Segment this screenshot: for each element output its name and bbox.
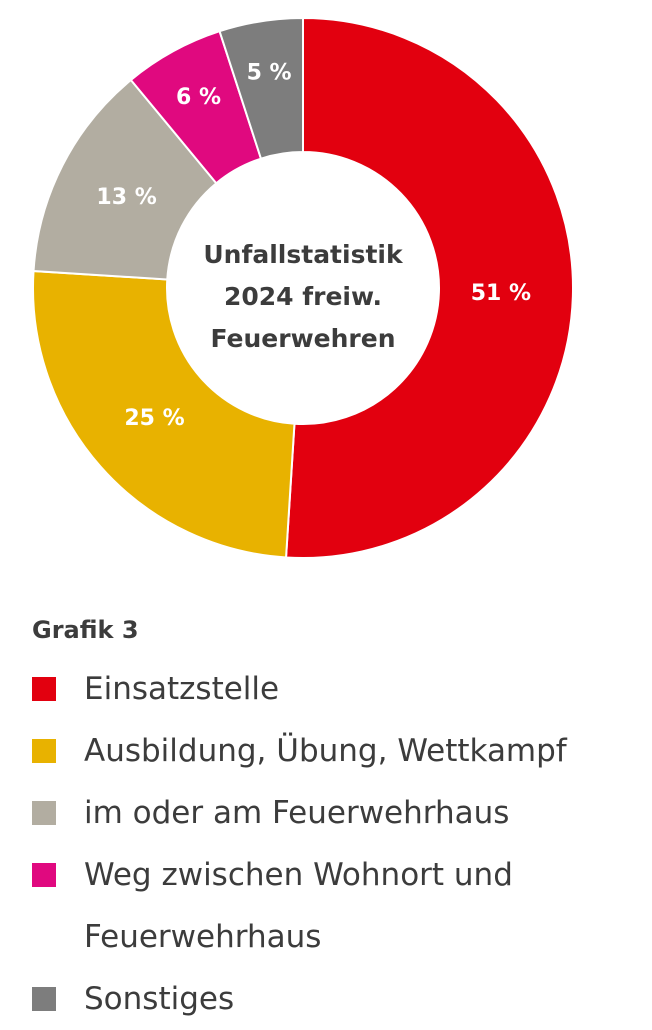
donut-slice-labels: 51 % 25 % 13 % 6 % 5 % bbox=[96, 61, 531, 431]
legend-label-weg: Weg zwischen Wohnort und Feuerwehrhaus bbox=[84, 857, 513, 955]
legend-item-ausbildung: Ausbildung, Übung, Wettkampf bbox=[32, 720, 642, 782]
slice-label-feuerwehrhaus: 13 % bbox=[96, 185, 156, 210]
legend-label-feuerwehrhaus: im oder am Feuerwehrhaus bbox=[84, 795, 510, 831]
legend-label-ausbildung: Ausbildung, Übung, Wettkampf bbox=[84, 733, 567, 769]
legend-swatch-einsatzstelle bbox=[32, 677, 56, 701]
slice-label-einsatzstelle: 51 % bbox=[471, 281, 531, 306]
legend-label-einsatzstelle: Einsatzstelle bbox=[84, 671, 280, 707]
slice-ausbildung bbox=[32, 269, 296, 559]
legend-item-feuerwehrhaus: im oder am Feuerwehrhaus bbox=[32, 782, 642, 844]
donut-chart: 51 % 25 % 13 % 6 % 5 % Unfallstatistik 2024 … bbox=[32, 16, 574, 559]
legend-list: Einsatzstelle Ausbildung, Übung, Wettkam… bbox=[32, 658, 642, 1030]
legend-item-weg: Weg zwischen Wohnort und Feuerwehrhaus bbox=[32, 844, 604, 968]
legend-swatch-weg bbox=[32, 863, 56, 887]
legend-swatch-feuerwehrhaus bbox=[32, 801, 56, 825]
slice-label-ausbildung: 25 % bbox=[124, 406, 184, 431]
slice-feuerwehrhaus bbox=[32, 78, 218, 281]
legend-swatch-sonstiges bbox=[32, 987, 56, 1011]
slice-label-weg: 6 % bbox=[176, 85, 221, 110]
center-title-line-2: 2024 freiw. bbox=[224, 282, 382, 311]
legend-item-sonstiges: Sonstiges bbox=[32, 968, 642, 1030]
chart-legend: Grafik 3 Einsatzstelle Ausbildung, Übung… bbox=[32, 614, 642, 1030]
center-title-line-1: Unfallstatistik bbox=[203, 240, 404, 269]
slice-label-sonstiges: 5 % bbox=[247, 61, 292, 86]
center-title-line-3: Feuerwehren bbox=[210, 324, 395, 353]
slice-sonstiges bbox=[218, 16, 304, 160]
legend-label-sonstiges: Sonstiges bbox=[84, 981, 235, 1017]
donut-slices bbox=[32, 16, 574, 559]
legend-item-einsatzstelle: Einsatzstelle bbox=[32, 658, 642, 720]
slice-einsatzstelle bbox=[284, 16, 574, 559]
donut-center-title: Unfallstatistik 2024 freiw. Feuerwehren bbox=[203, 240, 404, 353]
legend-title: Grafik 3 bbox=[32, 616, 139, 644]
legend-swatch-ausbildung bbox=[32, 739, 56, 763]
